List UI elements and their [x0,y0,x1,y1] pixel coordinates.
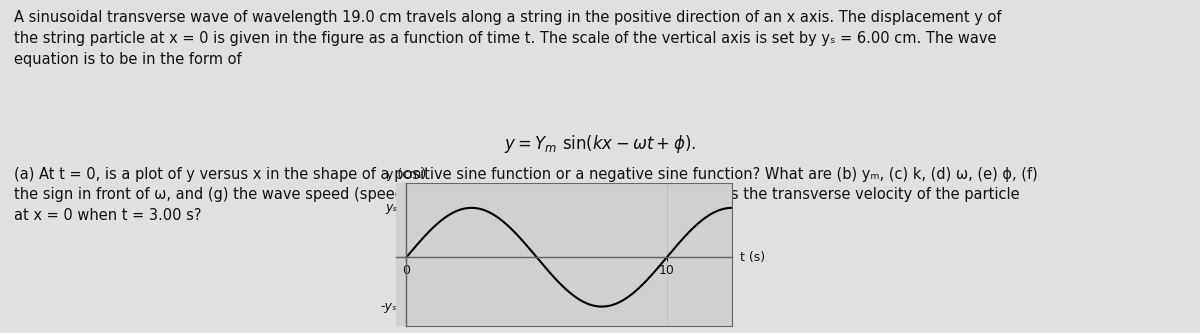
Text: yₛ: yₛ [385,201,397,214]
Text: (a) At t = 0, is a plot of y versus x in the shape of a positive sine function o: (a) At t = 0, is a plot of y versus x in… [14,166,1038,223]
Text: -yₛ: -yₛ [380,300,397,313]
Text: t (s): t (s) [740,251,764,264]
Text: $y = Y_m\ \mathregular{sin}(kx - \omega t + \phi).$: $y = Y_m\ \mathregular{sin}(kx - \omega … [504,133,696,155]
Text: A sinusoidal transverse wave of wavelength 19.0 cm travels along a string in the: A sinusoidal transverse wave of waveleng… [14,10,1002,67]
Text: y (cm): y (cm) [385,168,426,181]
